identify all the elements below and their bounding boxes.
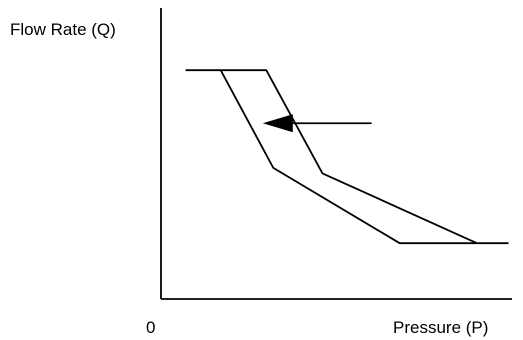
annotation-arrow-head — [262, 114, 293, 133]
series-line-lower — [219, 69, 509, 245]
x-axis-label: Pressure (P) — [393, 318, 488, 337]
y-axis-label: Flow Rate (Q) — [10, 20, 116, 39]
origin-label: 0 — [146, 318, 155, 337]
series-line-upper — [185, 69, 478, 245]
